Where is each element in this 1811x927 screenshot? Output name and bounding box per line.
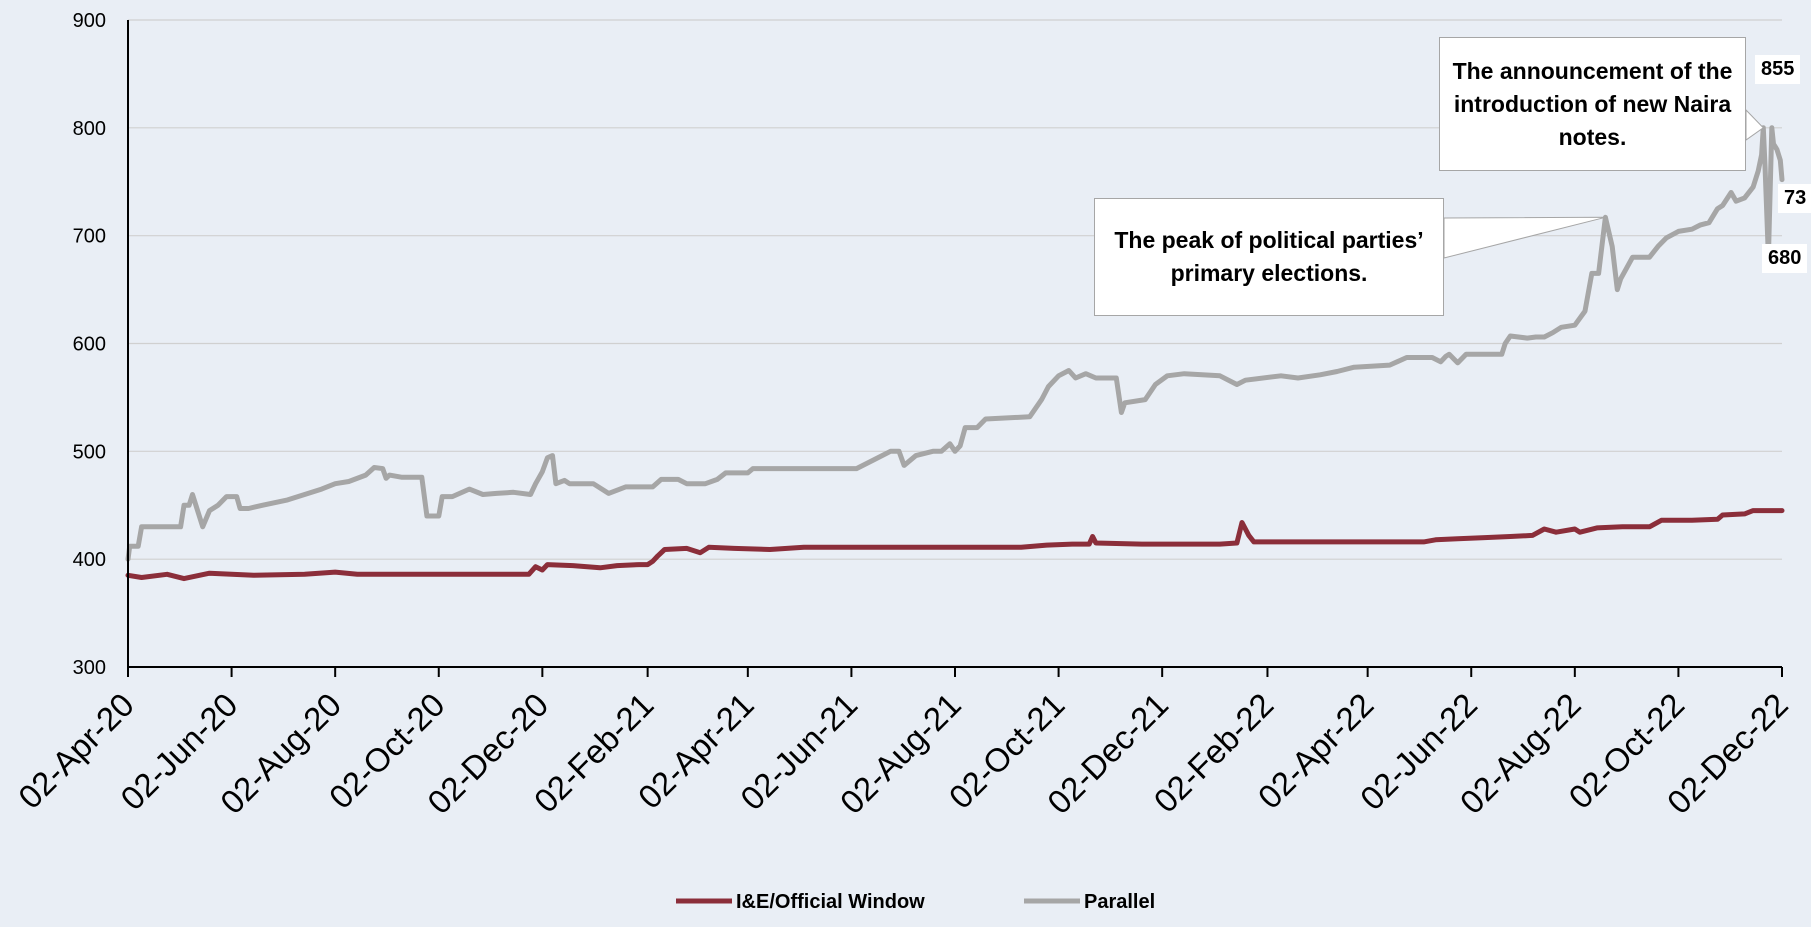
y-tick-label-800: 800 [73,118,106,140]
legend: I&E/Official Window Parallel [676,891,1155,913]
legend-item-official-window-label: I&E/Official Window [736,891,925,913]
annotation-primary-elections-text: The peak of political parties’ primary e… [1114,227,1424,286]
data-label-855: 855 [1755,55,1801,84]
series-line-parallel [125,125,1785,562]
y-tick-label-300: 300 [73,657,106,679]
connector-naira-notes [1745,108,1765,141]
y-tick-label-600: 600 [73,334,106,356]
y-tick-label-500: 500 [73,441,106,463]
gridlines [128,19,1782,560]
connector-primary-elections [1443,216,1606,259]
series-lines [125,125,1785,582]
annotation-primary-elections: The peak of political parties’ primary e… [1094,198,1444,316]
y-tick-label-400: 400 [73,549,106,571]
legend-item-parallel-label: Parallel [1084,891,1155,913]
annotation-naira-notes: The announcement of the introduction of … [1439,37,1746,171]
data-label-73: 73 [1778,184,1811,213]
data-label-680: 680 [1762,244,1808,273]
y-tick-label-900: 900 [73,10,106,32]
annotation-connectors [1443,108,1765,259]
y-tick-label-700: 700 [73,226,106,248]
series-line-official-window [125,508,1785,582]
annotation-naira-notes-text: The announcement of the introduction of … [1452,57,1733,150]
